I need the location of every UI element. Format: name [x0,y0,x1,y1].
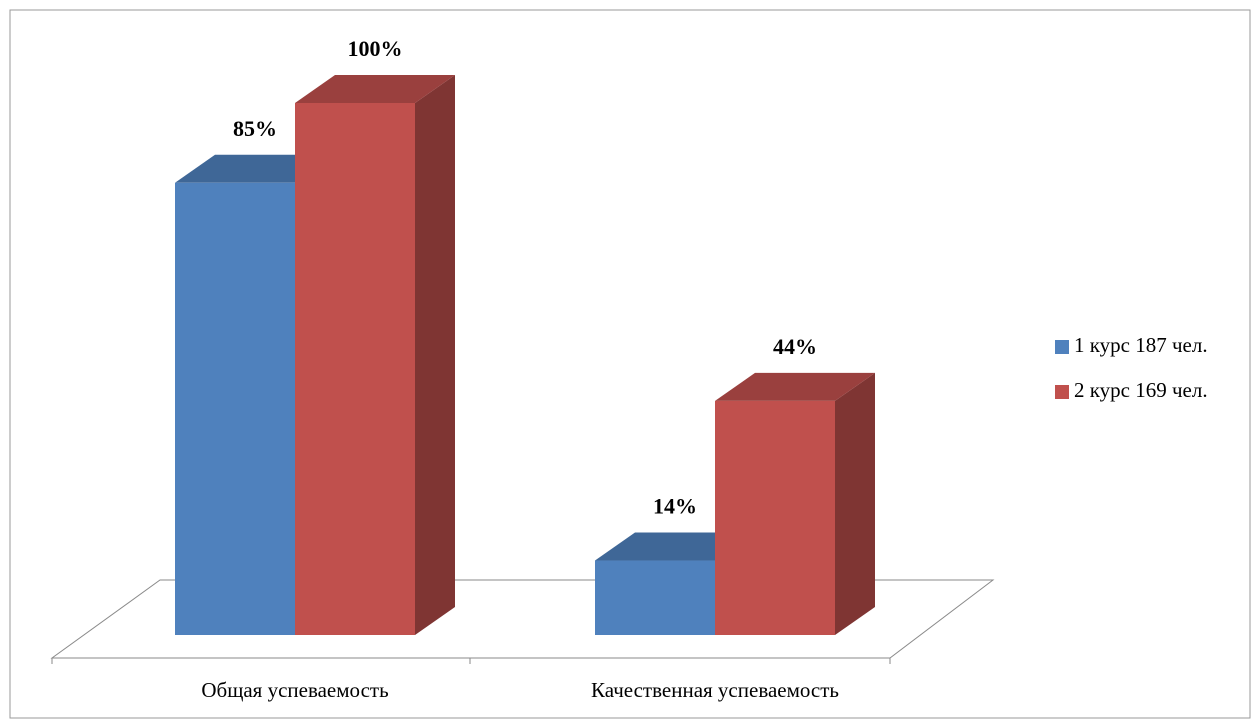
legend-swatch [1055,340,1069,354]
data-label: 44% [773,334,817,359]
bar-side [415,75,455,635]
data-label: 85% [233,116,277,141]
bar [715,400,835,635]
legend-swatch [1055,385,1069,399]
bar [175,182,295,636]
bar [295,103,415,635]
x-tick-label: Общая успеваемость [201,678,388,702]
bar-side [835,372,875,635]
bar-top [295,75,455,103]
x-tick-label: Качественная успеваемость [591,678,839,702]
legend-label: 1 курс 187 чел. [1074,333,1208,357]
bar [595,560,715,635]
data-label: 100% [348,36,403,61]
legend-label: 2 курс 169 чел. [1074,378,1208,402]
bar-top [715,372,875,401]
data-label: 14% [653,494,697,519]
